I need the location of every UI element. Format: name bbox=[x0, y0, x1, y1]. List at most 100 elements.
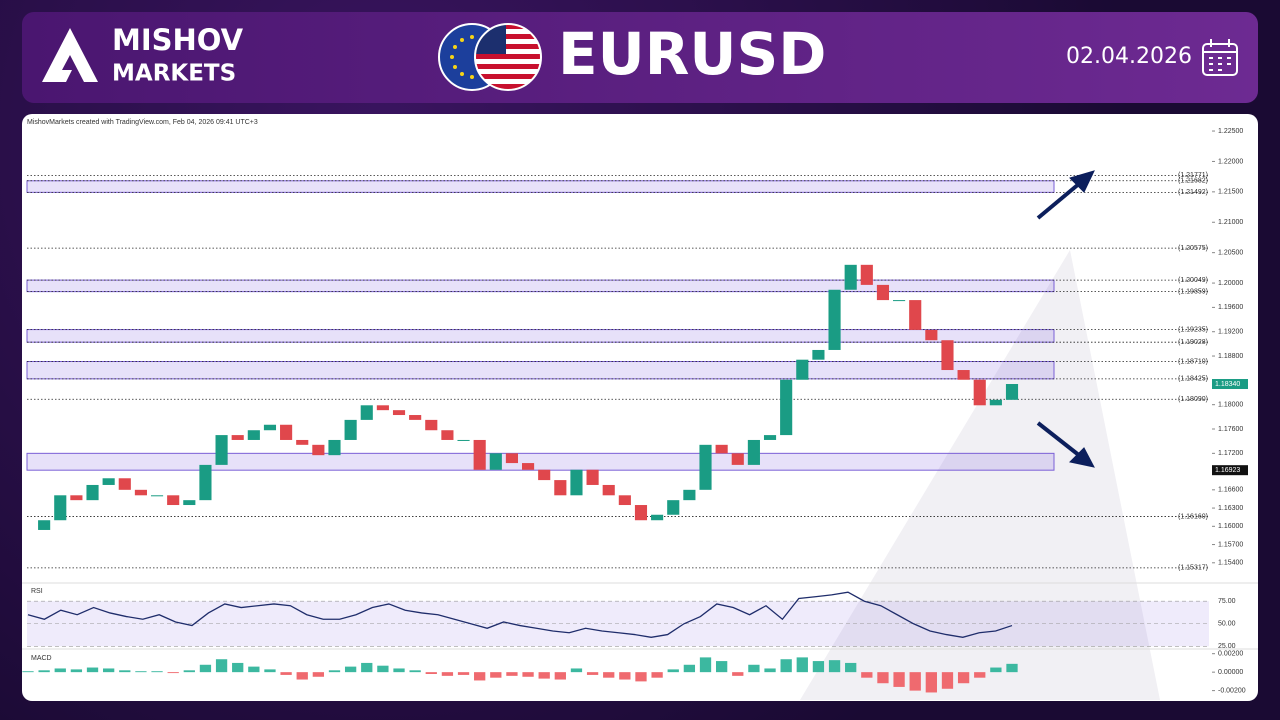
logo bbox=[42, 28, 98, 82]
candle-body bbox=[263, 424, 277, 431]
y-tick-label: 1.22500 bbox=[1218, 128, 1243, 135]
macd-bar bbox=[135, 671, 147, 673]
macd-tick-label: 0.00200 bbox=[1218, 651, 1243, 658]
candle-body bbox=[586, 469, 599, 485]
macd-bar bbox=[635, 672, 647, 682]
macd-bar bbox=[845, 662, 857, 673]
y-tick-label: 1.22000 bbox=[1218, 158, 1243, 165]
macd-bar bbox=[538, 672, 550, 679]
price-tag bbox=[1212, 465, 1248, 476]
macd-bar bbox=[603, 672, 615, 678]
macd-bar bbox=[925, 672, 937, 693]
macd-bar bbox=[990, 667, 1002, 673]
macd-bar bbox=[586, 672, 599, 675]
candle-body bbox=[312, 444, 325, 456]
candle-body bbox=[973, 379, 986, 406]
candle-body bbox=[731, 453, 744, 465]
y-tick-label: 1.16000 bbox=[1218, 523, 1243, 530]
candle-body bbox=[344, 419, 357, 440]
macd-bar bbox=[280, 672, 292, 675]
header-bar bbox=[22, 12, 1258, 103]
candle-body bbox=[715, 444, 728, 454]
pane-title: RSI bbox=[31, 588, 43, 595]
macd-bar bbox=[667, 669, 679, 673]
level-label: (1.20049) bbox=[1178, 277, 1208, 284]
price-tag-label: 1.16923 bbox=[1215, 467, 1240, 474]
macd-bar bbox=[651, 672, 663, 678]
macd-bar bbox=[893, 672, 905, 687]
macd-bar bbox=[812, 661, 825, 673]
macd-bar bbox=[506, 672, 518, 676]
macd-bar bbox=[861, 672, 873, 678]
macd-bar bbox=[909, 672, 921, 691]
candle-body bbox=[602, 484, 615, 496]
candle-body bbox=[522, 463, 535, 470]
candle-body bbox=[134, 489, 147, 496]
macd-tick-label: -0.00200 bbox=[1218, 687, 1246, 694]
arrows bbox=[1036, 170, 1095, 468]
candle-body bbox=[360, 405, 373, 420]
candle-body bbox=[699, 444, 712, 490]
candle-body bbox=[441, 430, 454, 440]
level-label: (1.19859) bbox=[1178, 288, 1208, 295]
candle-body bbox=[70, 495, 83, 501]
rsi-tick-label: 50.00 bbox=[1218, 621, 1236, 628]
zone bbox=[26, 279, 1055, 293]
candle-body bbox=[489, 453, 502, 470]
macd-bar bbox=[974, 672, 986, 678]
credit: MishovMarkets created with TradingView.c… bbox=[27, 119, 258, 126]
candle-body bbox=[328, 439, 341, 456]
candle-body bbox=[893, 300, 906, 302]
level-label: (1.18710) bbox=[1178, 358, 1208, 365]
brand-bottom: MARKETS bbox=[112, 61, 236, 87]
macd-bar bbox=[393, 668, 405, 673]
candle-body bbox=[860, 264, 873, 285]
macd-bar bbox=[425, 672, 437, 674]
macd-bar bbox=[409, 670, 421, 673]
zone bbox=[26, 329, 1055, 343]
candle-body bbox=[409, 415, 422, 420]
candle-body bbox=[425, 419, 438, 431]
macd-bar bbox=[151, 671, 163, 673]
candle-body bbox=[618, 495, 631, 506]
macd-bar bbox=[264, 669, 276, 673]
date: 02.04.2026 bbox=[1066, 44, 1192, 69]
calendar-icon bbox=[1202, 39, 1238, 76]
candle-body bbox=[763, 435, 777, 440]
macd-bar bbox=[877, 672, 889, 684]
macd-bar bbox=[183, 670, 195, 673]
candle-body bbox=[780, 379, 793, 436]
level-label: (1.16160) bbox=[1178, 513, 1208, 520]
level-label: (1.21771) bbox=[1178, 172, 1208, 179]
level-label: (1.18090) bbox=[1178, 396, 1208, 403]
candle-body bbox=[215, 435, 228, 465]
rsi-tick-label: 25.00 bbox=[1218, 643, 1236, 650]
rsi-line bbox=[27, 591, 1013, 638]
candle-body bbox=[909, 300, 922, 330]
candle-body bbox=[296, 439, 309, 445]
macd-bar bbox=[796, 657, 808, 673]
brand-top: MISHOV bbox=[112, 23, 244, 57]
level-label: (1.20575) bbox=[1178, 245, 1208, 252]
y-tick-label: 1.16300 bbox=[1218, 505, 1243, 512]
macd-bar bbox=[554, 672, 566, 680]
y-tick-label: 1.18000 bbox=[1218, 402, 1243, 409]
macd-bar bbox=[619, 672, 631, 680]
level-label: (1.21492) bbox=[1178, 189, 1208, 196]
macd-bar bbox=[490, 672, 502, 678]
eu-stars bbox=[450, 35, 474, 79]
macd-bar bbox=[312, 672, 325, 677]
plot: (1.21771)(1.21682) (1.21492) (1.20575) (1.2… bbox=[22, 128, 1248, 694]
y-tick-label: 1.18800 bbox=[1218, 353, 1243, 360]
candle-body bbox=[150, 495, 164, 497]
candle-body bbox=[941, 340, 954, 371]
rsi-tick-label: 75.00 bbox=[1218, 598, 1236, 605]
candle-body bbox=[280, 424, 293, 440]
candle-body bbox=[683, 489, 696, 501]
macd-bar bbox=[941, 672, 954, 689]
candle-body bbox=[747, 439, 760, 465]
candle-body bbox=[925, 329, 938, 341]
level-label: (1.21682) bbox=[1178, 178, 1208, 185]
candle-body bbox=[54, 495, 67, 521]
